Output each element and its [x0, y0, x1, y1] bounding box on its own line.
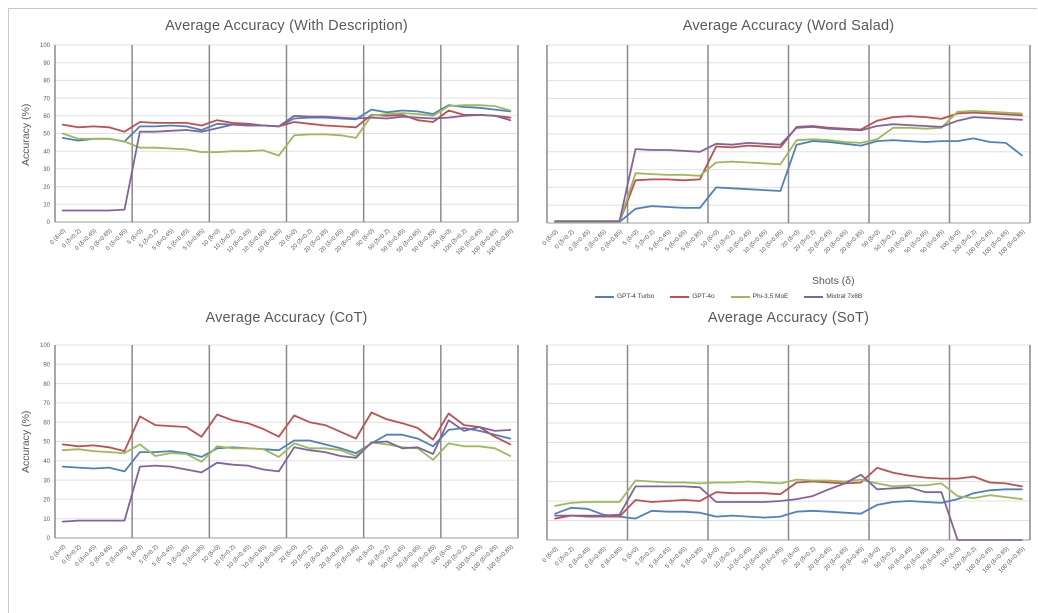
legend-label: Mixtral 7x8B — [826, 293, 863, 300]
svg-text:60: 60 — [43, 420, 50, 426]
svg-text:20: 20 — [43, 185, 50, 191]
svg-text:0: 0 — [47, 220, 51, 226]
svg-text:40: 40 — [43, 459, 50, 465]
chart-word-salad: Average Accuracy (Word Salad) 0 (δ=0) 0 (… — [540, 8, 1038, 308]
legend-item: Mixtral 7x8B — [804, 293, 862, 300]
svg-text:80: 80 — [43, 79, 50, 85]
chart-sot: Average Accuracy (SoT) 0 (δ=0) 0 (δ=0.2) 0… — [540, 300, 1038, 613]
chart-title-sot: Average Accuracy (SoT) — [707, 310, 870, 326]
chart-title-with-description: Average Accuracy (With Description) — [165, 18, 408, 34]
page-border-left — [8, 8, 9, 613]
svg-text:20: 20 — [43, 498, 50, 504]
svg-text:10: 10 — [43, 203, 50, 209]
svg-text:30: 30 — [43, 167, 50, 173]
legend-line-swatch — [670, 295, 690, 298]
page-border-top — [8, 8, 1037, 9]
svg-text:0: 0 — [47, 536, 51, 542]
svg-text:40: 40 — [43, 149, 50, 155]
svg-text:90: 90 — [43, 61, 50, 67]
x-axis-title-shots: Shots (δ) — [812, 275, 855, 287]
svg-text:70: 70 — [43, 96, 50, 102]
legend-label: GPT-4o — [692, 293, 715, 300]
svg-text:70: 70 — [43, 401, 50, 407]
svg-text:50: 50 — [43, 440, 50, 446]
svg-text:100: 100 — [40, 43, 51, 49]
legend-line-swatch — [730, 295, 750, 298]
legend-line-swatch — [804, 295, 824, 298]
svg-text:80: 80 — [43, 382, 50, 388]
legend-label: Phi-3.5 MoE — [752, 293, 789, 300]
svg-text:10: 10 — [43, 517, 50, 523]
svg-text:100: 100 — [40, 343, 51, 349]
legend-line-swatch — [595, 295, 614, 298]
svg-text:50: 50 — [43, 132, 50, 138]
chart-title-cot: Average Accuracy (CoT) — [205, 310, 368, 326]
legend-label: GPT-4 Turbo — [617, 293, 655, 300]
svg-text:30: 30 — [43, 478, 50, 484]
chart-cot: Average Accuracy (CoT) Accuracy (%) 0 10 2… — [8, 300, 520, 613]
legend-item: Phi-3.5 MoE — [730, 293, 789, 300]
legend-item: GPT-4o — [670, 293, 715, 300]
svg-text:90: 90 — [43, 363, 50, 369]
svg-text:60: 60 — [43, 114, 50, 120]
legend-item: GPT-4 Turbo — [595, 293, 654, 300]
legend: GPT-4 Turbo GPT-4o Phi-3.5 MoE Mixtral 7x8B — [595, 293, 862, 300]
chart-title-word-salad: Average Accuracy (Word Salad) — [682, 18, 895, 34]
chart-with-description: Average Accuracy (With Description) Accu… — [8, 8, 520, 305]
